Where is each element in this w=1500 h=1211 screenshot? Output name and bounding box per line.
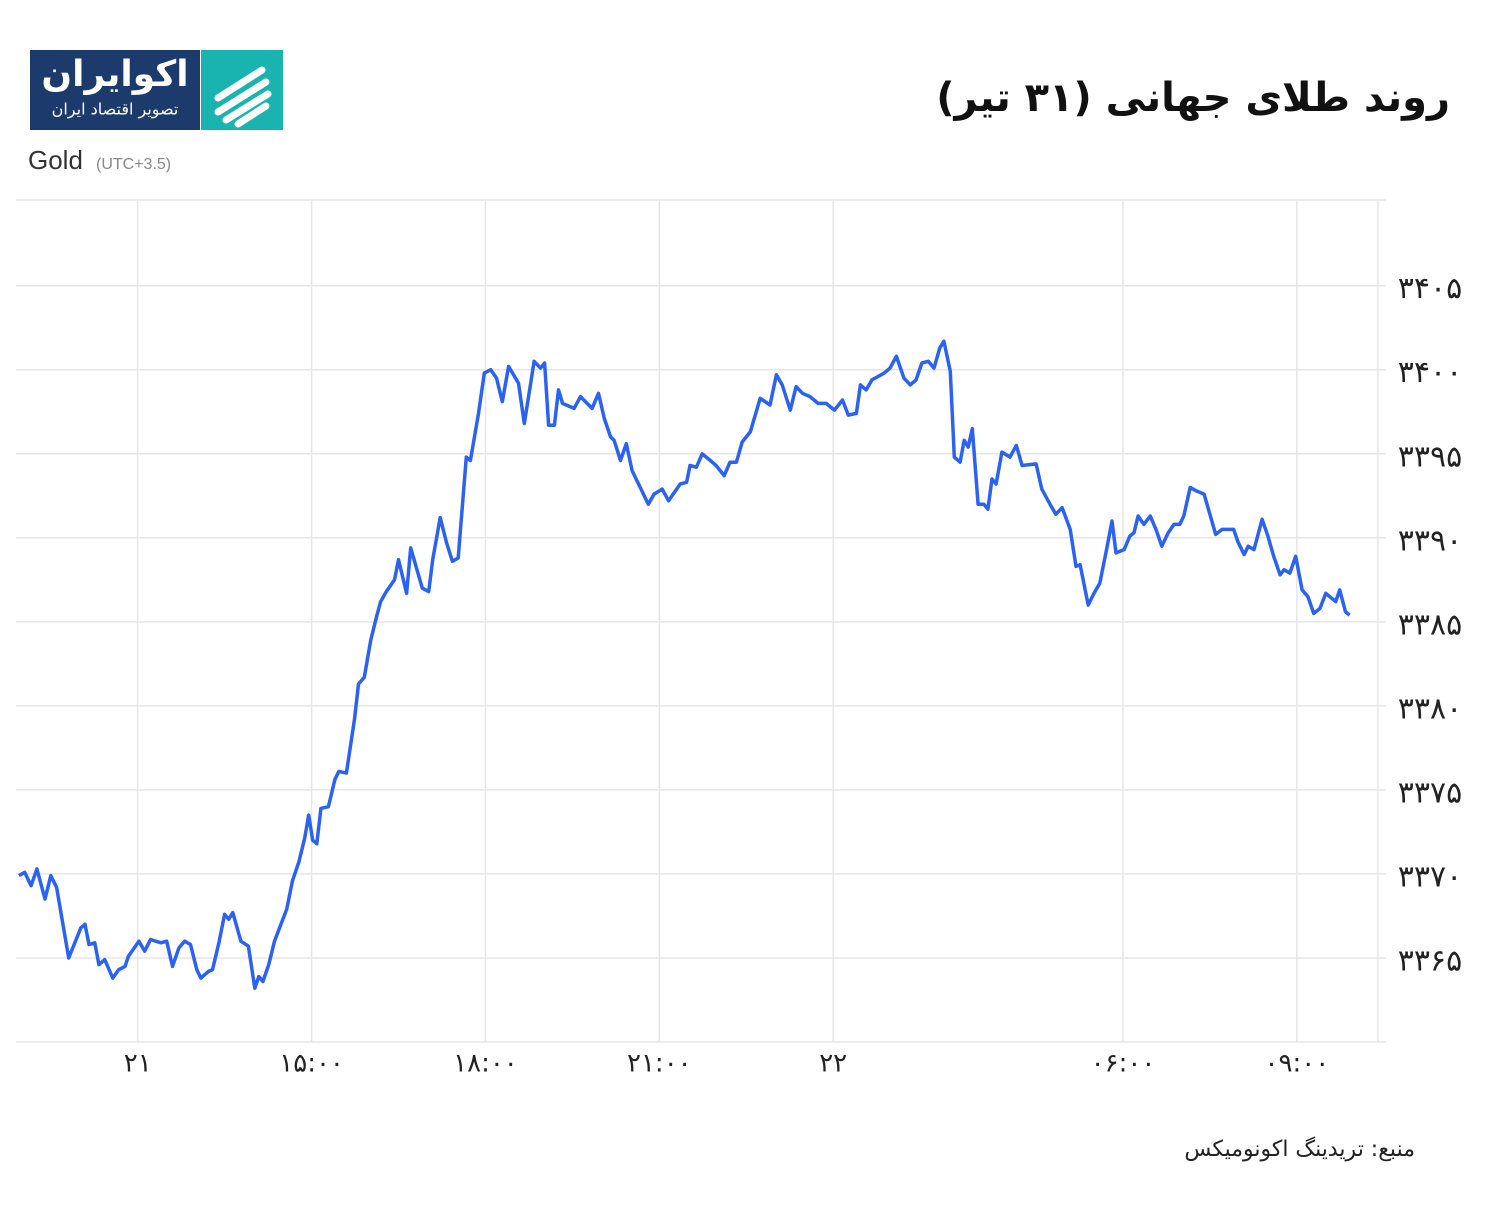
series-label: Gold [28, 145, 83, 175]
x-tick-label: ۱۸:۰۰ [453, 1049, 518, 1079]
x-tick-label: ۲۱ [124, 1049, 152, 1079]
x-tick-label: ۱۵:۰۰ [279, 1049, 344, 1079]
x-tick-label: ۲۲ [819, 1049, 847, 1079]
price-line [18, 339, 1351, 990]
logo-icon-box [201, 50, 283, 130]
logo-tagline: تصویر اقتصاد ایران [52, 100, 179, 120]
y-tick-label: ۳۴۰۰ [1398, 355, 1462, 390]
y-tick-label: ۳۳۹۰ [1398, 523, 1462, 558]
y-tick-label: ۳۳۶۵ [1398, 943, 1462, 978]
timezone-note: (UTC+3.5) [96, 156, 171, 173]
y-tick-label: ۳۳۸۵ [1398, 607, 1462, 642]
logo: اکوایران تصویر اقتصاد ایران [30, 50, 283, 130]
chart-title: روند طلای جهانی (۳۱ تیر) [936, 75, 1450, 121]
x-tick-label: ۰۶:۰۰ [1091, 1049, 1156, 1079]
logo-box [30, 50, 200, 130]
x-tick-label: ۲۱:۰۰ [627, 1049, 692, 1079]
logo-name: اکوایران [41, 54, 188, 95]
y-tick-label: ۳۳۷۰ [1398, 859, 1462, 894]
source: منبع: تریدینگ اکونومیکس [1184, 1136, 1415, 1162]
logo-icon [214, 66, 272, 128]
x-tick-label: ۰۹:۰۰ [1265, 1049, 1330, 1079]
y-tick-label: ۳۳۸۰ [1398, 691, 1462, 726]
y-tick-label: ۳۳۷۵ [1398, 775, 1462, 810]
y-tick-label: ۳۴۰۵ [1398, 271, 1462, 306]
y-tick-label: ۳۳۹۵ [1398, 439, 1462, 474]
